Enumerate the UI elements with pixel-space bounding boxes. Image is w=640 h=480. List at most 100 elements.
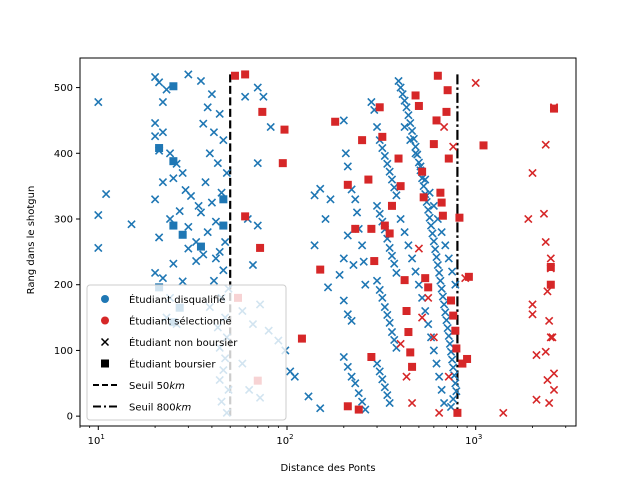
data-point-cross — [351, 379, 360, 388]
data-point-square — [343, 180, 352, 189]
y-tick-label: 400 — [54, 149, 73, 160]
data-point-cross — [421, 306, 430, 316]
data-point-cross — [199, 250, 208, 259]
data-point-cross — [428, 229, 437, 238]
data-point-cross — [390, 335, 399, 345]
data-point-cross — [253, 158, 262, 168]
data-point-cross — [390, 259, 399, 268]
data-point-cross — [339, 116, 348, 125]
data-point-square — [404, 328, 413, 337]
data-point-cross — [240, 92, 250, 101]
data-point-cross — [442, 316, 451, 325]
data-point-cross — [316, 404, 325, 413]
data-point-cross — [361, 280, 370, 289]
data-point-cross — [411, 267, 420, 276]
data-point-cross — [421, 175, 430, 184]
data-point-square — [419, 193, 428, 202]
data-point-cross — [248, 260, 258, 270]
data-point-cross — [532, 395, 541, 404]
data-point-cross — [343, 162, 352, 171]
data-point-cross — [437, 227, 446, 237]
data-point-square — [463, 354, 472, 363]
data-point-cross — [196, 76, 206, 86]
data-point-cross — [392, 191, 401, 200]
data-point-cross — [411, 142, 420, 151]
data-point-cross — [211, 254, 221, 263]
data-point-cross — [335, 270, 344, 280]
legend-label: Étudiant sélectionné — [129, 315, 232, 328]
data-point-cross — [541, 347, 550, 356]
data-point-cross — [444, 254, 453, 263]
data-point-cross — [385, 398, 394, 408]
data-point-cross — [426, 221, 436, 230]
data-point-cross — [343, 310, 352, 319]
data-point-square — [479, 141, 488, 150]
data-point-cross — [451, 379, 460, 388]
data-point-cross — [372, 122, 382, 132]
data-point-cross — [528, 300, 537, 309]
data-point-cross — [447, 267, 457, 276]
data-point-square — [424, 283, 433, 292]
data-point-cross — [400, 227, 409, 237]
data-point-cross — [434, 268, 444, 278]
data-point-square — [451, 326, 460, 335]
data-point-cross — [433, 260, 443, 270]
y-tick-label: 300 — [54, 215, 73, 226]
data-point-cross — [445, 339, 455, 349]
data-point-square — [438, 211, 447, 220]
data-point-square — [402, 307, 411, 315]
data-point-cross — [407, 254, 417, 263]
data-point-cross — [378, 293, 387, 303]
data-point-cross — [211, 217, 221, 226]
data-point-square — [546, 262, 555, 271]
data-point-cross — [361, 405, 370, 414]
y-axis-label: Rang dans le shotgun — [26, 186, 37, 295]
data-point-cross — [209, 128, 219, 137]
data-point-square — [364, 175, 373, 184]
data-point-cross — [549, 385, 559, 395]
data-point-square — [464, 272, 473, 281]
data-point-square — [331, 117, 340, 126]
data-point-square — [387, 201, 396, 210]
data-point-cross — [392, 268, 401, 278]
data-point-cross — [310, 191, 319, 200]
data-point-square — [406, 348, 415, 357]
legend-label-text: Étudiant disqualifié — [129, 293, 225, 306]
data-point-cross — [378, 143, 387, 153]
data-point-cross — [372, 359, 382, 368]
data-point-cross — [437, 385, 446, 395]
data-point-cross — [396, 214, 405, 224]
data-point-cross — [169, 259, 178, 268]
data-point-cross — [387, 327, 397, 337]
data-point-square — [429, 140, 438, 149]
data-point-cross — [549, 103, 559, 112]
data-point-cross — [400, 122, 409, 132]
data-point-square — [169, 82, 178, 91]
data-point-cross — [414, 244, 424, 253]
data-point-cross — [94, 97, 103, 107]
data-point-cross — [158, 178, 168, 187]
data-point-cross — [372, 276, 382, 285]
data-point-cross — [432, 252, 441, 262]
data-point-cross — [220, 237, 230, 247]
data-point-cross — [150, 195, 160, 204]
legend-label: Seuil 800km — [129, 403, 191, 414]
data-point-cross — [404, 111, 413, 120]
legend-marker-blue-dot — [101, 295, 109, 303]
data-point-cross — [385, 243, 394, 253]
data-point-cross — [339, 296, 348, 305]
data-point-cross — [196, 208, 206, 217]
data-point-cross — [524, 214, 533, 224]
data-point-square — [378, 132, 387, 141]
data-point-square — [455, 213, 464, 222]
data-point-square — [354, 405, 363, 414]
data-point-cross — [222, 168, 232, 178]
data-point-cross — [429, 237, 439, 246]
data-point-cross — [219, 135, 228, 145]
data-point-cross — [532, 350, 541, 360]
data-point-cross — [150, 72, 160, 82]
data-point-cross — [431, 245, 440, 254]
legend: Étudiant disqualifié Étudiant sélectionné… — [86, 284, 287, 421]
data-point-cross — [543, 287, 552, 296]
